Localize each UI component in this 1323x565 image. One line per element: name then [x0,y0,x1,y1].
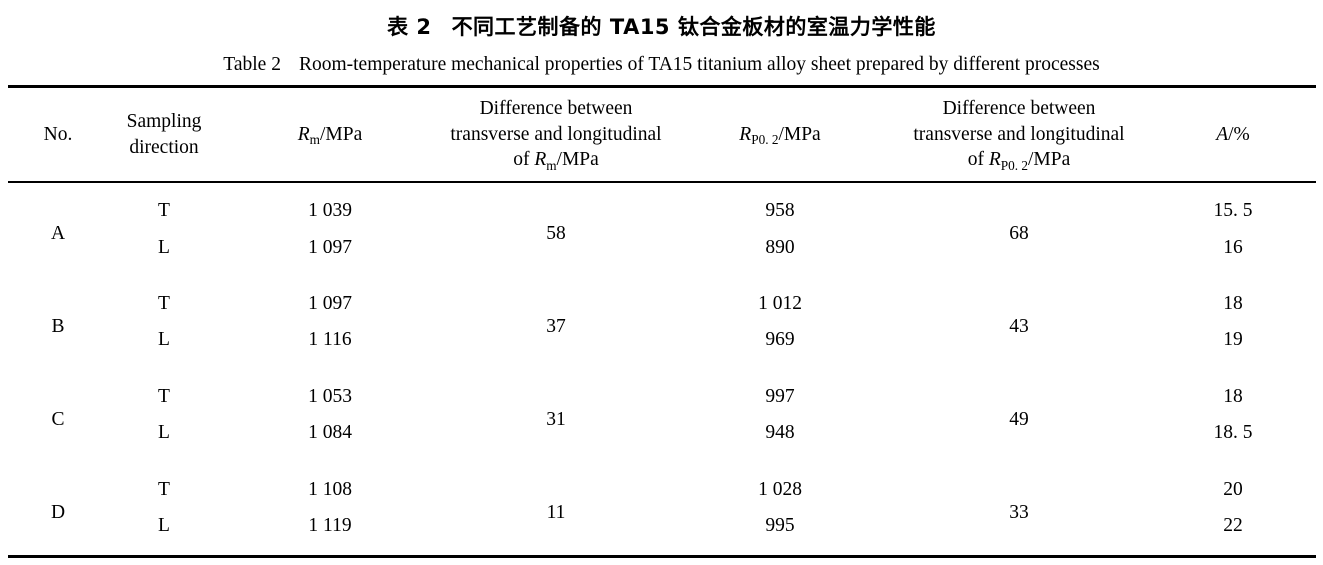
cell-rm: 1 084 [308,422,352,444]
cell-elongation: 19 [1223,329,1243,351]
cell-no: A [50,223,66,245]
table-row: D T 1 108 11 1 028 33 20 [8,462,1316,523]
table-number-chinese: 表 2 [387,15,432,39]
cell-rm: 1 119 [308,515,352,537]
cell-elongation: 18 [1223,293,1243,315]
cell-diff-rp02: 68 [1009,223,1029,245]
table-row: L 1 084 948 18. 5 [8,415,1316,461]
col-header-diff-rp02: Difference between transverse and longit… [888,86,1150,184]
table-title-chinese: 表 2 不同工艺制备的 TA15 钛合金板材的室温力学性能 [0,0,1323,41]
cell-elongation: 22 [1223,515,1243,537]
cell-rm: 1 116 [308,329,352,351]
sampling-direction-line2: direction [129,136,199,158]
cell-no: B [51,316,65,338]
cell-direction: L [158,422,170,444]
cell-rp02: 890 [765,236,795,258]
table-header: No. Sampling direction Rm/MPa Difference… [8,86,1316,184]
table-row: B T 1 097 37 1 012 43 18 [8,276,1316,337]
cell-diff-rp02: 33 [1009,501,1029,523]
table-title-chinese-text: 不同工艺制备的 TA15 钛合金板材的室温力学性能 [451,15,936,39]
cell-rp02: 958 [765,200,795,222]
cell-no: D [50,501,66,523]
cell-diff-rm: 31 [546,409,566,431]
cell-diff-rm: 11 [546,501,566,523]
cell-no: C [51,409,65,431]
cell-direction: L [158,515,170,537]
cell-direction: T [158,385,170,407]
cell-rm: 1 108 [308,478,352,500]
cell-rp02: 1 012 [758,293,802,315]
cell-rm: 1 097 [308,236,352,258]
cell-direction: L [158,236,170,258]
cell-rm: 1 039 [308,200,352,222]
table-row: C T 1 053 31 997 49 18 [8,369,1316,430]
table-row: L 1 116 969 19 [8,322,1316,368]
cell-direction: T [158,293,170,315]
col-header-rm: Rm/MPa [220,86,440,184]
col-header-rp02: RP0. 2/MPa [672,86,888,184]
cell-rp02: 948 [765,422,795,444]
cell-rm: 1 097 [308,293,352,315]
cell-diff-rm: 58 [546,223,566,245]
cell-direction: T [158,478,170,500]
properties-table: No. Sampling direction Rm/MPa Difference… [8,85,1316,558]
table-row: L 1 097 890 16 [8,230,1316,276]
table-row: A T 1 039 58 958 68 15. 5 [8,182,1316,244]
col-header-elongation: A/% [1150,86,1316,184]
cell-rp02: 997 [765,385,795,407]
cell-elongation: 18. 5 [1213,422,1253,444]
cell-rp02: 1 028 [758,478,802,500]
table-title-english: Table 2 Room-temperature mechanical prope… [0,54,1323,76]
cell-elongation: 15. 5 [1213,200,1253,222]
cell-elongation: 18 [1223,385,1243,407]
cell-elongation: 20 [1223,478,1243,500]
cell-elongation: 16 [1223,236,1243,258]
cell-rp02: 995 [765,515,795,537]
table-number-english: Table 2 [223,54,281,75]
header-row: No. Sampling direction Rm/MPa Difference… [8,86,1316,184]
col-header-sampling-direction: Sampling direction [108,86,220,184]
cell-diff-rp02: 43 [1009,316,1029,338]
cell-direction: T [158,200,170,222]
cell-direction: L [158,329,170,351]
table-body: A T 1 039 58 958 68 15. 5 L 1 097 890 16… [8,182,1316,556]
cell-diff-rp02: 49 [1009,409,1029,431]
col-header-diff-rm: Difference between transverse and longit… [440,86,672,184]
cell-rp02: 969 [765,329,795,351]
table-row: L 1 119 995 22 [8,508,1316,556]
col-header-no: No. [8,86,108,184]
sampling-direction-line1: Sampling [126,110,202,132]
table-title-english-text: Room-temperature mechanical properties o… [298,54,1100,75]
cell-diff-rm: 37 [546,316,566,338]
cell-rm: 1 053 [308,385,352,407]
